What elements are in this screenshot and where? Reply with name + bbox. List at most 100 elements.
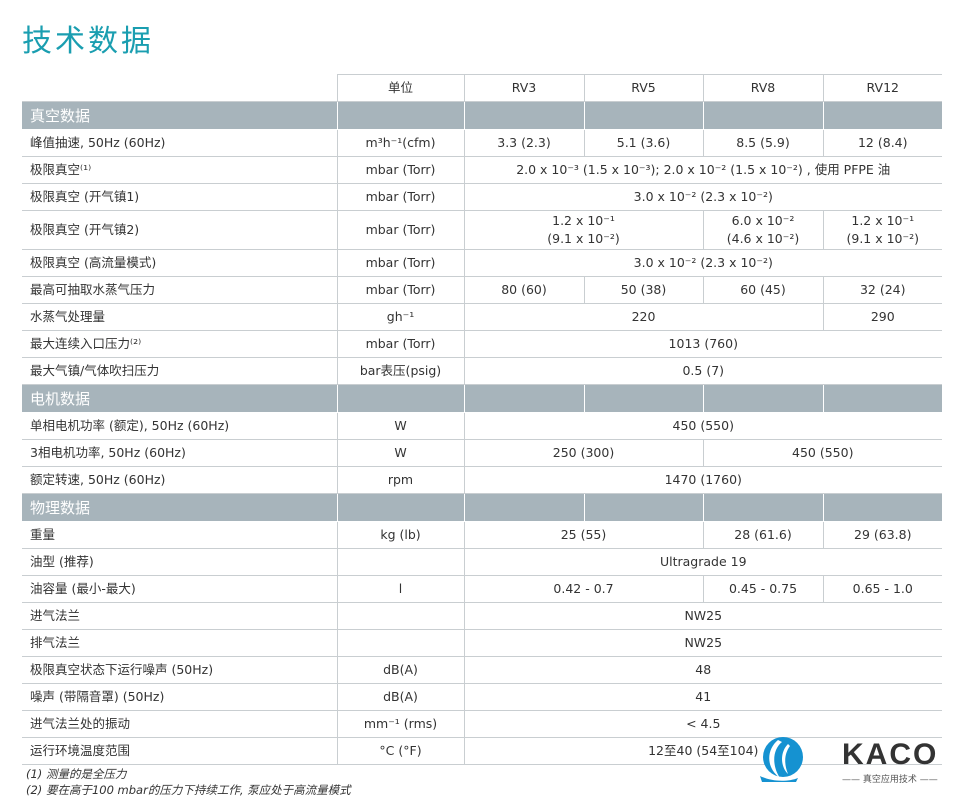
value-cell: 290 xyxy=(822,303,942,331)
row-unit: kg (lb) xyxy=(336,521,464,549)
value-cell: 3.0 x 10⁻² (2.3 x 10⁻²) xyxy=(463,183,942,211)
value-cell: 41 xyxy=(463,683,942,711)
value-cell: 25 (55) xyxy=(463,521,703,549)
row-label: 运行环境温度范围 xyxy=(22,737,337,765)
value-cell: 2.0 x 10⁻³ (1.5 x 10⁻³); 2.0 x 10⁻² (1.5… xyxy=(463,156,942,184)
value-cell: 450 (550) xyxy=(702,439,942,467)
row-label: 油型 (推荐) xyxy=(22,548,337,576)
value-cell: 1.2 x 10⁻¹ (9.1 x 10⁻²) xyxy=(822,210,942,250)
table-row: 重量 kg (lb) 25 (55) 28 (61.6) 29 (63.8) xyxy=(22,521,942,549)
row-unit: rpm xyxy=(336,466,464,494)
table-row: 额定转速, 50Hz (60Hz) rpm 1470 (1760) xyxy=(22,466,942,494)
row-unit: mm⁻¹ (rms) xyxy=(336,710,464,738)
table-row: 极限真空状态下运行噪声 (50Hz) dB(A) 48 xyxy=(22,656,942,684)
table-row: 极限真空 (高流量模式) mbar (Torr) 3.0 x 10⁻² (2.3 x… xyxy=(22,249,942,277)
spec-table: 单位 RV3 RV5 RV8 RV12 真空数据 峰值抽速, 50Hz (60Hz) m³h⁻… xyxy=(22,74,942,765)
row-label: 重量 xyxy=(22,521,337,549)
table-row: 水蒸气处理量 gh⁻¹ 220 290 xyxy=(22,303,942,331)
value-cell: Ultragrade 19 xyxy=(463,548,942,576)
section-cell xyxy=(336,384,464,413)
row-unit: l xyxy=(336,575,464,603)
row-label: 进气法兰处的振动 xyxy=(22,710,337,738)
section-title: 真空数据 xyxy=(22,101,337,130)
value-cell: 80 (60) xyxy=(463,276,584,304)
table-row: 3相电机功率, 50Hz (60Hz) W 250 (300) 450 (550) xyxy=(22,439,942,467)
value-cell: 32 (24) xyxy=(822,276,942,304)
section-cell xyxy=(702,101,823,130)
row-unit: mbar (Torr) xyxy=(336,183,464,211)
value-cell: 3.3 (2.3) xyxy=(463,129,584,157)
row-label: 极限真空⁽¹⁾ xyxy=(22,156,337,184)
table-row: 最高可抽取水蒸气压力 mbar (Torr) 80 (60) 50 (38) 60 (4… xyxy=(22,276,942,304)
table-row: 单相电机功率 (额定), 50Hz (60Hz) W 450 (550) xyxy=(22,412,942,440)
table-row: 极限真空 (开气镇1) mbar (Torr) 3.0 x 10⁻² (2.3 x … xyxy=(22,183,942,211)
table-row: 排气法兰 NW25 xyxy=(22,629,942,657)
column-header: 单位 xyxy=(336,74,464,102)
section-header-row: 电机数据 xyxy=(22,384,942,413)
row-unit: bar表压(psig) xyxy=(336,357,464,385)
row-label: 进气法兰 xyxy=(22,602,337,630)
value-cell: 1.2 x 10⁻¹ (9.1 x 10⁻²) xyxy=(463,210,703,250)
value-cell: 8.5 (5.9) xyxy=(702,129,823,157)
value-cell: 1013 (760) xyxy=(463,330,942,358)
value-cell: 450 (550) xyxy=(463,412,942,440)
table-row: 运行环境温度范围 °C (°F) 12至40 (54至104) xyxy=(22,737,942,765)
section-cell xyxy=(822,493,942,522)
section-cell xyxy=(336,493,464,522)
section-cell xyxy=(336,101,464,130)
table-row: 极限真空⁽¹⁾ mbar (Torr) 2.0 x 10⁻³ (1.5 x 10⁻³… xyxy=(22,156,942,184)
footnote-1: (1) 测量的是全压力 xyxy=(26,767,127,781)
row-unit xyxy=(336,629,464,657)
value-cell: 5.1 (3.6) xyxy=(583,129,703,157)
section-cell xyxy=(583,493,703,522)
kaco-logo-icon xyxy=(760,737,803,782)
table-row: 极限真空 (开气镇2) mbar (Torr) 1.2 x 10⁻¹ (9.1 x … xyxy=(22,210,942,250)
column-header: RV5 xyxy=(583,74,703,102)
value-cell: 48 xyxy=(463,656,942,684)
table-row: 噪声 (带隔音罩) (50Hz) dB(A) 41 xyxy=(22,683,942,711)
row-unit: mbar (Torr) xyxy=(336,249,464,277)
value-cell: < 4.5 xyxy=(463,710,942,738)
row-label: 水蒸气处理量 xyxy=(22,303,337,331)
row-unit: °C (°F) xyxy=(336,737,464,765)
row-unit: mbar (Torr) xyxy=(336,276,464,304)
row-unit: mbar (Torr) xyxy=(336,330,464,358)
section-cell xyxy=(583,101,703,130)
table-row: 最大连续入口压力⁽²⁾ mbar (Torr) 1013 (760) xyxy=(22,330,942,358)
section-cell xyxy=(822,101,942,130)
row-unit xyxy=(336,602,464,630)
row-unit: W xyxy=(336,412,464,440)
table-row: 油容量 (最小-最大) l 0.42 - 0.7 0.45 - 0.75 0.65 - … xyxy=(22,575,942,603)
row-unit: dB(A) xyxy=(336,656,464,684)
row-unit: W xyxy=(336,439,464,467)
row-label: 极限真空状态下运行噪声 (50Hz) xyxy=(22,656,337,684)
table-row: 进气法兰 NW25 xyxy=(22,602,942,630)
row-label: 单相电机功率 (额定), 50Hz (60Hz) xyxy=(22,412,337,440)
value-cell: 250 (300) xyxy=(463,439,703,467)
section-title: 电机数据 xyxy=(22,384,337,413)
header-row: 单位 RV3 RV5 RV8 RV12 xyxy=(22,74,942,102)
value-cell: 0.42 - 0.7 xyxy=(463,575,703,603)
value-cell: 60 (45) xyxy=(702,276,823,304)
value-cell: 12至40 (54至104) xyxy=(463,737,942,765)
value-cell: 1470 (1760) xyxy=(463,466,942,494)
value-cell: 0.45 - 0.75 xyxy=(702,575,823,603)
row-unit: dB(A) xyxy=(336,683,464,711)
footnote-2: (2) 要在高于100 mbar的压力下持续工作, 泵应处于高流量模式 xyxy=(26,783,351,797)
column-header: RV8 xyxy=(702,74,823,102)
section-cell xyxy=(463,493,584,522)
row-label: 最高可抽取水蒸气压力 xyxy=(22,276,337,304)
page-title: 技术数据 xyxy=(22,24,154,59)
column-header: RV3 xyxy=(463,74,584,102)
value-cell: 3.0 x 10⁻² (2.3 x 10⁻²) xyxy=(463,249,942,277)
value-cell: 220 xyxy=(463,303,823,331)
section-title: 物理数据 xyxy=(22,493,337,522)
row-label: 油容量 (最小-最大) xyxy=(22,575,337,603)
row-unit: gh⁻¹ xyxy=(336,303,464,331)
table-row: 进气法兰处的振动 mm⁻¹ (rms) < 4.5 xyxy=(22,710,942,738)
table-row: 油型 (推荐) Ultragrade 19 xyxy=(22,548,942,576)
row-label: 最大气镇/气体吹扫压力 xyxy=(22,357,337,385)
row-unit: mbar (Torr) xyxy=(336,210,464,250)
value-cell: 28 (61.6) xyxy=(702,521,823,549)
row-label: 排气法兰 xyxy=(22,629,337,657)
